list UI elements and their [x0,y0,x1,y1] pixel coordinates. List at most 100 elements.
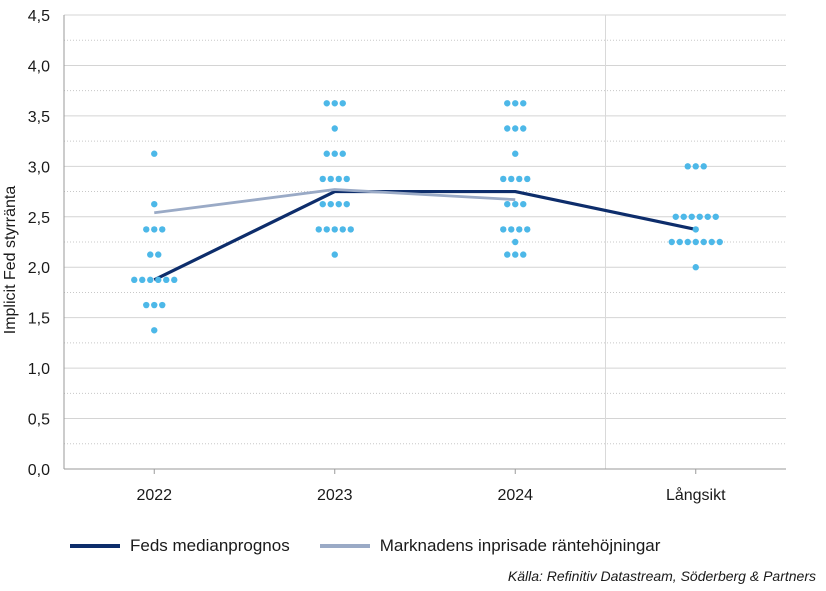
data-point [143,226,150,233]
x-tick-label: Långsikt [666,486,726,504]
data-point [319,175,326,183]
legend: Feds medianprognos Marknadens inprisade … [70,536,690,556]
data-point [335,200,342,208]
data-point [339,226,346,233]
y-axis-title: Implicit Fed styrränta [2,186,19,335]
axes [63,15,786,474]
data-point [520,100,527,107]
data-point [151,226,158,233]
y-tick-label: 4,5 [28,8,50,25]
legend-item-median: Feds medianprognos [70,536,290,556]
data-point [692,238,699,246]
data-point [700,163,707,170]
data-point [684,238,691,246]
data-point [716,238,723,246]
data-point [508,175,515,183]
data-point [712,213,719,220]
y-tick-label: 3,5 [28,109,50,126]
legend-item-market: Marknadens inprisade räntehöjningar [319,536,661,556]
data-point [516,226,523,233]
data-point [147,276,154,284]
data-point [512,251,519,258]
data-point [327,175,334,183]
data-point [331,125,338,132]
legend-label-market: Marknadens inprisade räntehöjningar [379,536,661,555]
data-point [339,100,346,107]
data-point [171,276,178,284]
data-point [331,150,338,157]
data-point [159,301,166,309]
y-tick-label: 4,0 [28,58,50,75]
source-note: Källa: Refinitiv Datastream, Söderberg &… [507,568,816,584]
data-point [151,150,158,157]
y-tick-label: 3,0 [28,159,50,176]
data-point [512,150,519,157]
data-point [688,213,695,220]
data-point [696,213,703,220]
data-point [672,213,679,220]
data-point [131,276,138,284]
data-point [684,163,691,170]
data-point [163,276,170,284]
y-tick-label: 2,0 [28,260,50,277]
data-point [335,175,342,183]
data-point [512,238,519,246]
dot-plot-chart: 0,0 0,5 1,0 1,5 2,0 2,5 3,0 3,5 4,0 4,5 2022 2023 20… [2,8,786,504]
data-point [524,175,531,183]
x-tick-label: 2023 [317,487,353,504]
data-point [315,226,322,233]
data-point [151,200,158,208]
data-point [692,163,699,170]
y-tick-label: 0,0 [28,462,50,479]
data-point [692,264,699,271]
data-point [331,226,338,233]
series-line-market [154,188,516,215]
data-point [520,125,527,132]
data-point [520,251,527,258]
data-point [500,226,507,233]
data-point [516,175,523,183]
legend-label-median: Feds medianprognos [130,536,290,555]
series-lines [153,188,697,282]
data-point [512,100,519,107]
data-point [512,125,519,132]
data-point [676,238,683,246]
data-point [500,175,507,183]
data-point [343,200,350,208]
series-line-fed-median [153,189,697,282]
data-point [504,200,511,208]
data-point [323,226,330,233]
data-point [339,150,346,157]
tick-labels: 0,0 0,5 1,0 1,5 2,0 2,5 3,0 3,5 4,0 4,5 2022 2023 20… [28,8,726,504]
data-point [151,301,158,309]
data-point [692,226,699,233]
data-point [704,213,711,220]
data-point [159,226,166,233]
data-point [524,226,531,233]
data-point [512,200,519,208]
data-point [708,238,715,246]
data-point [155,251,162,258]
data-point [520,200,527,208]
legend-swatch-median [70,544,120,548]
data-point [331,251,338,258]
y-tick-label: 0,5 [28,412,50,429]
data-point [504,125,511,132]
data-point [155,276,162,284]
data-point [504,100,511,107]
data-point [508,226,515,233]
data-point [680,213,687,220]
y-tick-label: 2,5 [28,210,50,227]
data-point [319,200,326,208]
data-point [343,175,350,183]
data-point [323,150,330,157]
data-point [323,100,330,107]
dots [131,100,723,334]
grid-lines [64,14,786,469]
x-tick-label: 2024 [497,487,533,504]
data-point [700,238,707,246]
data-point [347,226,354,233]
legend-swatch-market [319,544,370,548]
x-tick-label: 2022 [136,487,172,504]
data-point [504,251,511,258]
